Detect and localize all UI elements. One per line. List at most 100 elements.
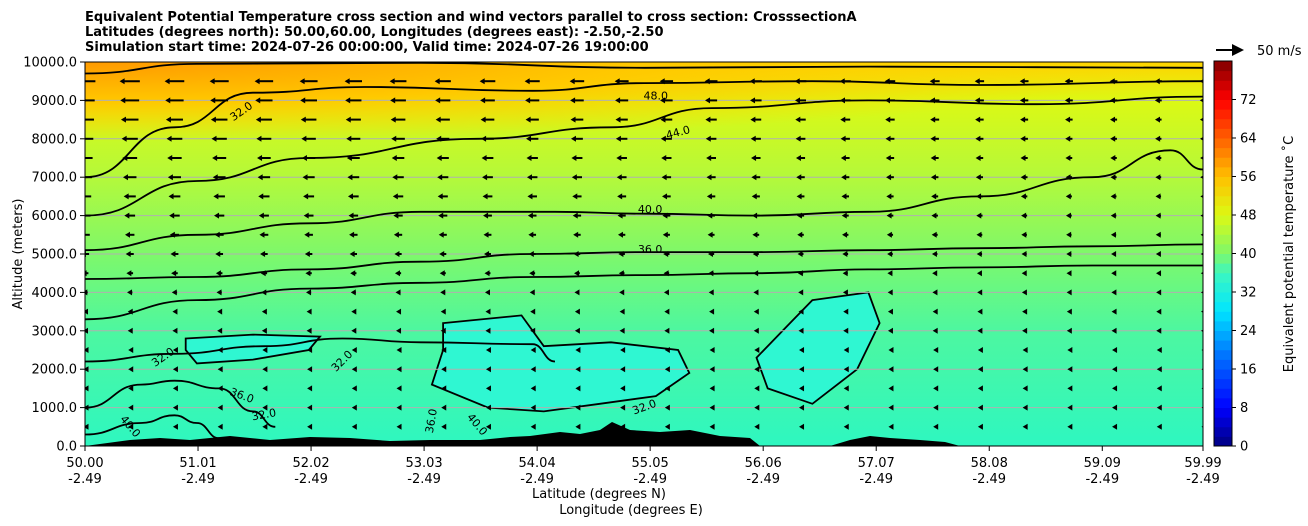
colorbar-segment (1214, 311, 1232, 322)
wind-vector (843, 327, 849, 334)
x-tick-label-lon: -2.49 (746, 472, 780, 487)
wind-vector (525, 97, 540, 104)
wind-vector (85, 176, 92, 179)
wind-vector (974, 97, 984, 104)
wind-vector (259, 231, 269, 238)
wind-vector (1065, 155, 1073, 161)
wind-vector (345, 97, 362, 104)
wind-vector (977, 327, 983, 334)
colorbar-tick-label: 32 (1240, 286, 1257, 301)
wind-vector (709, 366, 715, 373)
wind-vector (974, 78, 985, 85)
wind-vector (887, 308, 893, 315)
wind-vector (839, 78, 851, 85)
wind-vector (976, 251, 983, 257)
colorbar (1213, 60, 1233, 447)
x-tick-label-lat: 55.05 (632, 456, 669, 471)
wind-vector (799, 423, 805, 430)
colorbar-segment (1214, 234, 1232, 245)
wind-vector (169, 212, 180, 219)
wind-vector (1020, 174, 1028, 181)
wind-vector (573, 231, 581, 238)
wind-vector (1155, 174, 1162, 181)
wind-vector (395, 289, 401, 296)
colorbar-segment (1214, 397, 1232, 408)
wind-vector (171, 289, 178, 296)
wind-vector (255, 97, 273, 104)
wind-vector (217, 347, 223, 353)
wind-vector (125, 231, 135, 238)
wind-vector (172, 366, 178, 373)
wind-vector (1067, 385, 1073, 392)
wind-vector (300, 116, 317, 123)
colorbar-segment (1214, 263, 1232, 274)
wind-vector (1111, 308, 1117, 315)
wind-vector (214, 212, 225, 219)
wind-vector (483, 231, 492, 238)
cold-pool-region-0 (184, 333, 322, 365)
wind-vector (485, 327, 491, 334)
wind-vector (659, 78, 674, 85)
wind-vector (1066, 270, 1072, 277)
wind-vector (615, 116, 628, 123)
wind-vector (1111, 327, 1117, 334)
wind-vector (480, 97, 495, 104)
wind-vector (396, 385, 402, 392)
wind-vector (1155, 135, 1162, 142)
colorbar-segment (1214, 330, 1232, 341)
colorbar-tick-label: 16 (1240, 363, 1257, 378)
wind-vector (307, 385, 313, 392)
wind-vector (396, 308, 402, 315)
wind-vector (977, 385, 983, 392)
wind-vector (843, 308, 849, 315)
wind-vector (85, 195, 92, 198)
wind-vector (1110, 212, 1117, 219)
wind-vector (1065, 116, 1073, 123)
wind-vector (528, 231, 537, 238)
wind-vector (1022, 404, 1028, 411)
contour-line-28 (85, 264, 1203, 321)
wind-vector (528, 251, 536, 257)
x-tick-label-lon: -2.49 (633, 472, 667, 487)
x-tick-label-lat: 59.99 (1184, 456, 1221, 471)
wind-vector (299, 78, 318, 85)
wind-vector (1200, 214, 1203, 218)
wind-vector (1154, 78, 1162, 85)
contour-line-48 (85, 62, 1203, 75)
wind-vector (214, 231, 224, 238)
wind-vector (1200, 137, 1203, 141)
wind-vector (976, 193, 983, 200)
wind-vector (525, 116, 539, 123)
wind-vector (529, 270, 536, 277)
wind-vector (172, 327, 178, 334)
wind-vector (351, 404, 357, 411)
wind-vector (887, 289, 893, 296)
x-tick-label-lon: -2.49 (1085, 472, 1119, 487)
wind-vector (1155, 231, 1161, 238)
wind-vector (530, 347, 536, 353)
colorbar-segment (1214, 340, 1232, 351)
wind-vector (1200, 252, 1203, 256)
wind-vector (1066, 251, 1072, 257)
wind-vector (482, 193, 493, 200)
wind-vector (1064, 97, 1073, 104)
wind-vector (932, 289, 938, 296)
wind-vector (843, 366, 849, 373)
wind-vector (620, 366, 626, 373)
wind-vector (440, 327, 446, 334)
wind-vector (749, 78, 762, 85)
wind-vector (165, 116, 183, 123)
wind-vector (441, 404, 447, 411)
wind-vector (887, 327, 893, 334)
wind-vector (574, 308, 580, 315)
wind-vector (885, 155, 895, 161)
wind-vector (570, 135, 583, 142)
wind-vector (172, 347, 178, 353)
wind-vector (119, 78, 140, 85)
terrain-left (85, 422, 760, 446)
colorbar-segment (1214, 128, 1232, 139)
wind-vector (261, 327, 267, 334)
colorbar-segment (1214, 89, 1232, 100)
wind-vector (85, 289, 88, 296)
wind-vector (1021, 212, 1028, 219)
